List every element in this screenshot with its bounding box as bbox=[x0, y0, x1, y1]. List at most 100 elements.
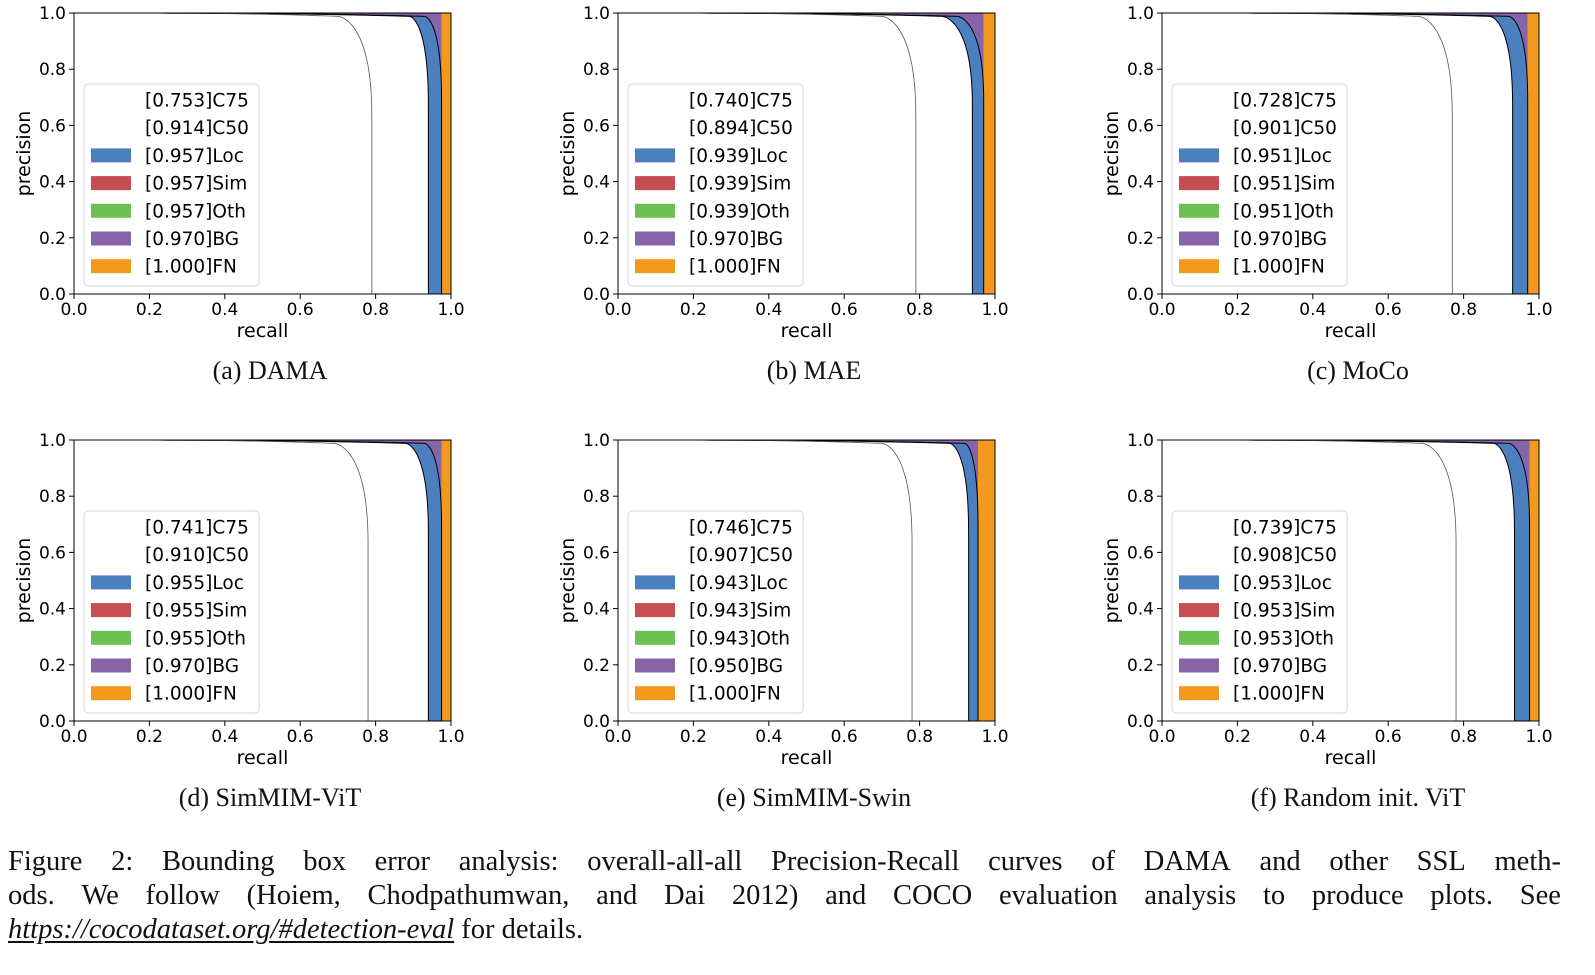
fn-area bbox=[978, 440, 995, 721]
legend-entry: [0.970]BG bbox=[145, 229, 239, 250]
y-tick-label: 0.4 bbox=[583, 173, 610, 193]
caption-word: overall-all-all bbox=[587, 846, 743, 877]
subplot-caption: (a) DAMA bbox=[212, 356, 328, 385]
y-tick-label: 0.4 bbox=[39, 600, 66, 620]
x-axis-label: recall bbox=[1325, 320, 1377, 342]
legend-entry: [0.970]BG bbox=[1233, 656, 1327, 677]
pr-chart: 0.0 0.2 0.4 0.6 0.8 1.0 0.0 0.2 0.4 0.6 0.8 1.0 reca… bbox=[557, 4, 1009, 342]
y-axis-label: precision bbox=[557, 538, 579, 624]
pr-chart: 0.0 0.2 0.4 0.6 0.8 1.0 0.0 0.2 0.4 0.6 0.8 1.0 reca… bbox=[13, 431, 465, 769]
legend: [0.746]C75 [0.907]C50 [0.943]Loc [0.943]Sim… bbox=[627, 510, 804, 714]
x-tick-label: 0.4 bbox=[211, 300, 238, 320]
caption-line-1: Figure 2: Bounding box error analysis: overall… bbox=[8, 845, 1561, 879]
y-tick-label: 0.0 bbox=[583, 712, 610, 732]
legend-swatch bbox=[635, 575, 675, 590]
y-tick-label: 1.0 bbox=[39, 431, 66, 451]
caption-word: meth- bbox=[1494, 846, 1561, 877]
figure-caption: Figure 2: Bounding box error analysis: overall… bbox=[8, 845, 1561, 947]
axes-frame bbox=[73, 439, 452, 722]
pr-chart: 0.0 0.2 0.4 0.6 0.8 1.0 0.0 0.2 0.4 0.6 0.8 1.0 reca… bbox=[1101, 4, 1553, 342]
legend-swatch bbox=[1179, 575, 1219, 590]
x-tick-label: 0.0 bbox=[60, 300, 87, 320]
caption-word: of bbox=[1091, 846, 1115, 877]
y-tick-label: 0.0 bbox=[1127, 712, 1154, 732]
x-tick-label: 0.8 bbox=[1450, 727, 1477, 747]
x-tick-label: 0.6 bbox=[831, 727, 858, 747]
caption-word: evaluation bbox=[998, 880, 1118, 911]
x-tick-label: 0.0 bbox=[604, 727, 631, 747]
caption-word: and bbox=[1259, 846, 1301, 877]
x-tick-label: 0.2 bbox=[680, 300, 707, 320]
axes-frame bbox=[617, 12, 996, 295]
legend-entry: [0.753]C75 bbox=[145, 91, 249, 112]
subplot-a: 0.0 0.2 0.4 0.6 0.8 1.0 0.0 0.2 0.4 0.6 0.8 1.0 reca… bbox=[0, 0, 540, 400]
y-tick-label: 0.8 bbox=[1127, 60, 1154, 80]
x-axis-label: recall bbox=[237, 320, 289, 342]
fn-area bbox=[1529, 440, 1539, 721]
legend-swatch bbox=[1179, 203, 1219, 218]
fn-area bbox=[983, 13, 995, 294]
legend-entry: [0.939]Oth bbox=[689, 201, 790, 222]
caption-word: follow bbox=[145, 880, 220, 911]
subplot-b: 0.0 0.2 0.4 0.6 0.8 1.0 0.0 0.2 0.4 0.6 0.8 1.0 reca… bbox=[544, 0, 1084, 400]
caption-line-3: https://cocodataset.org/#detection-eval … bbox=[8, 913, 1561, 947]
x-tick-label: 0.0 bbox=[1148, 727, 1175, 747]
legend-entry: [0.914]C50 bbox=[145, 118, 249, 139]
legend-entry: [0.939]Sim bbox=[689, 174, 791, 195]
y-axis-label: precision bbox=[13, 538, 35, 624]
legend-entry: [0.951]Loc bbox=[1233, 146, 1332, 167]
legend-entry: [1.000]FN bbox=[689, 684, 781, 705]
pr-chart: 0.0 0.2 0.4 0.6 0.8 1.0 0.0 0.2 0.4 0.6 0.8 1.0 reca… bbox=[1101, 431, 1553, 769]
y-tick-label: 0.4 bbox=[1127, 600, 1154, 620]
legend-entry: [0.939]Loc bbox=[689, 146, 788, 167]
y-tick-label: 0.8 bbox=[1127, 487, 1154, 507]
caption-word: (Hoiem, bbox=[246, 880, 341, 911]
caption-word: analysis: bbox=[458, 846, 559, 877]
legend-entry: [0.957]Sim bbox=[145, 174, 247, 195]
legend-swatch bbox=[1179, 603, 1219, 618]
caption-word: Bounding bbox=[162, 846, 275, 877]
y-axis-label: precision bbox=[1101, 538, 1123, 624]
legend-entry: [0.901]C50 bbox=[1233, 118, 1337, 139]
caption-word: curves bbox=[988, 846, 1063, 877]
legend: [0.739]C75 [0.908]C50 [0.953]Loc [0.953]Sim… bbox=[1171, 510, 1348, 714]
legend-swatch bbox=[91, 203, 131, 218]
caption-word: 2: bbox=[111, 846, 134, 877]
x-axis-label: recall bbox=[781, 320, 833, 342]
caption-word: and bbox=[825, 880, 867, 911]
legend-swatch bbox=[635, 603, 675, 618]
legend-swatch bbox=[91, 231, 131, 246]
caption-word: SSL bbox=[1416, 846, 1466, 877]
legend-swatch bbox=[91, 658, 131, 673]
x-tick-label: 1.0 bbox=[981, 300, 1008, 320]
fn-area bbox=[441, 13, 451, 294]
x-tick-label: 0.2 bbox=[136, 727, 163, 747]
x-tick-label: 1.0 bbox=[1525, 727, 1552, 747]
legend-entry: [0.943]Sim bbox=[689, 601, 791, 622]
y-tick-label: 1.0 bbox=[583, 431, 610, 451]
legend-entry: [0.728]C75 bbox=[1233, 91, 1337, 112]
y-tick-label: 1.0 bbox=[583, 4, 610, 24]
legend-entry: [0.950]BG bbox=[689, 656, 783, 677]
x-tick-label: 0.8 bbox=[906, 300, 933, 320]
legend: [0.741]C75 [0.910]C50 [0.955]Loc [0.955]Sim… bbox=[83, 510, 260, 714]
y-tick-label: 0.8 bbox=[583, 487, 610, 507]
legend: [0.728]C75 [0.901]C50 [0.951]Loc [0.951]Sim… bbox=[1171, 83, 1348, 287]
caption-line-2: ods. We follow (Hoiem, Chodpathumwan, and Dai 2… bbox=[8, 879, 1561, 913]
legend-entry: [0.953]Oth bbox=[1233, 628, 1334, 649]
y-tick-label: 0.4 bbox=[39, 173, 66, 193]
x-tick-label: 0.2 bbox=[680, 727, 707, 747]
legend-swatch bbox=[1179, 630, 1219, 645]
caption-word: COCO bbox=[893, 880, 973, 911]
legend-swatch bbox=[635, 148, 675, 163]
y-tick-label: 0.4 bbox=[1127, 173, 1154, 193]
y-tick-label: 0.2 bbox=[583, 656, 610, 676]
caption-tail: for details. bbox=[454, 914, 584, 945]
legend-swatch bbox=[91, 148, 131, 163]
caption-url-link[interactable]: https://cocodataset.org/#detection-eval bbox=[8, 914, 455, 945]
subplot-e: 0.0 0.2 0.4 0.6 0.8 1.0 0.0 0.2 0.4 0.6 0.8 1.0 reca… bbox=[544, 427, 1084, 827]
legend-swatch bbox=[91, 575, 131, 590]
pr-chart: 0.0 0.2 0.4 0.6 0.8 1.0 0.0 0.2 0.4 0.6 0.8 1.0 reca… bbox=[13, 4, 465, 342]
fn-area bbox=[1527, 13, 1539, 294]
x-tick-label: 1.0 bbox=[437, 300, 464, 320]
